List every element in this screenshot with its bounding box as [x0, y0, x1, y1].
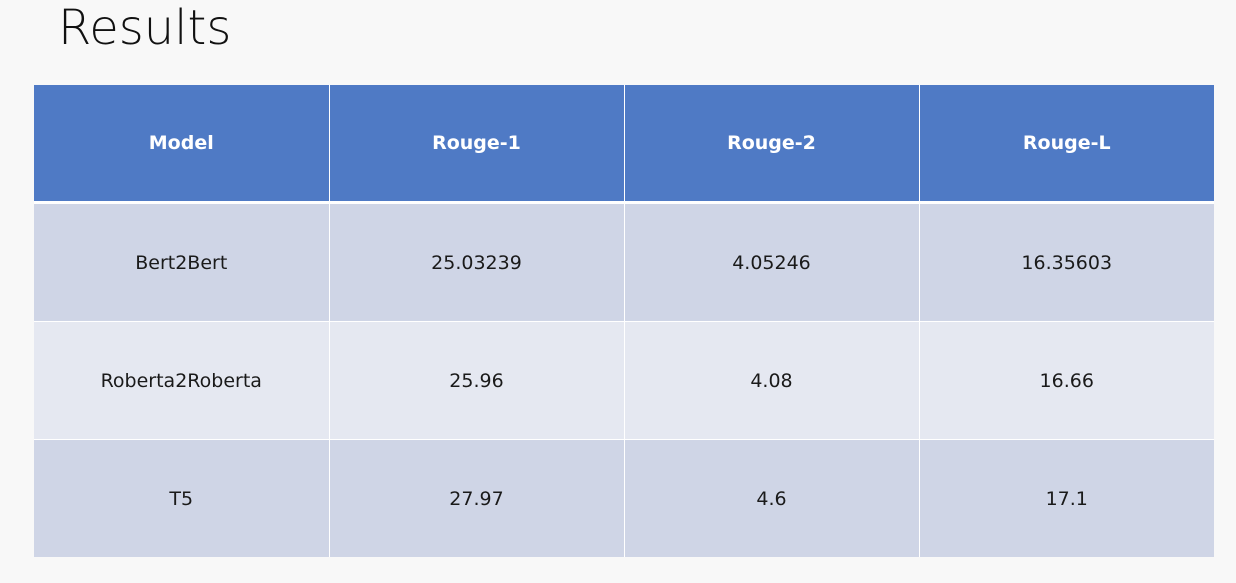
- cell-model: Roberta2Roberta: [34, 321, 329, 440]
- table-row: Bert2Bert 25.03239 4.05246 16.35603: [34, 202, 1214, 322]
- header-row: Model Rouge-1 Rouge-2 Rouge-L: [34, 85, 1214, 204]
- cell-rouge-1: 25.03239: [328, 202, 624, 322]
- cell-rouge-2: 4.6: [623, 439, 919, 557]
- cell-rouge-l: 16.35603: [918, 202, 1214, 322]
- table-body: Bert2Bert 25.03239 4.05246 16.35603 Robe…: [34, 202, 1214, 557]
- cell-model: Bert2Bert: [34, 202, 329, 322]
- slide-title: Results: [58, 0, 232, 56]
- results-table-container: Model Rouge-1 Rouge-2 Rouge-L Bert2Bert …: [34, 85, 1214, 557]
- table-row: Roberta2Roberta 25.96 4.08 16.66: [34, 321, 1214, 440]
- cell-model: T5: [34, 439, 329, 557]
- cell-rouge-1: 25.96: [328, 321, 624, 440]
- header-rouge-2: Rouge-2: [623, 85, 919, 204]
- results-table: Model Rouge-1 Rouge-2 Rouge-L Bert2Bert …: [34, 85, 1214, 557]
- table-header: Model Rouge-1 Rouge-2 Rouge-L: [34, 85, 1214, 204]
- cell-rouge-l: 16.66: [918, 321, 1214, 440]
- cell-rouge-2: 4.05246: [623, 202, 919, 322]
- cell-rouge-2: 4.08: [623, 321, 919, 440]
- table-row: T5 27.97 4.6 17.1: [34, 439, 1214, 557]
- header-rouge-l: Rouge-L: [918, 85, 1214, 204]
- header-model: Model: [34, 85, 329, 204]
- cell-rouge-l: 17.1: [918, 439, 1214, 557]
- header-rouge-1: Rouge-1: [328, 85, 624, 204]
- cell-rouge-1: 27.97: [328, 439, 624, 557]
